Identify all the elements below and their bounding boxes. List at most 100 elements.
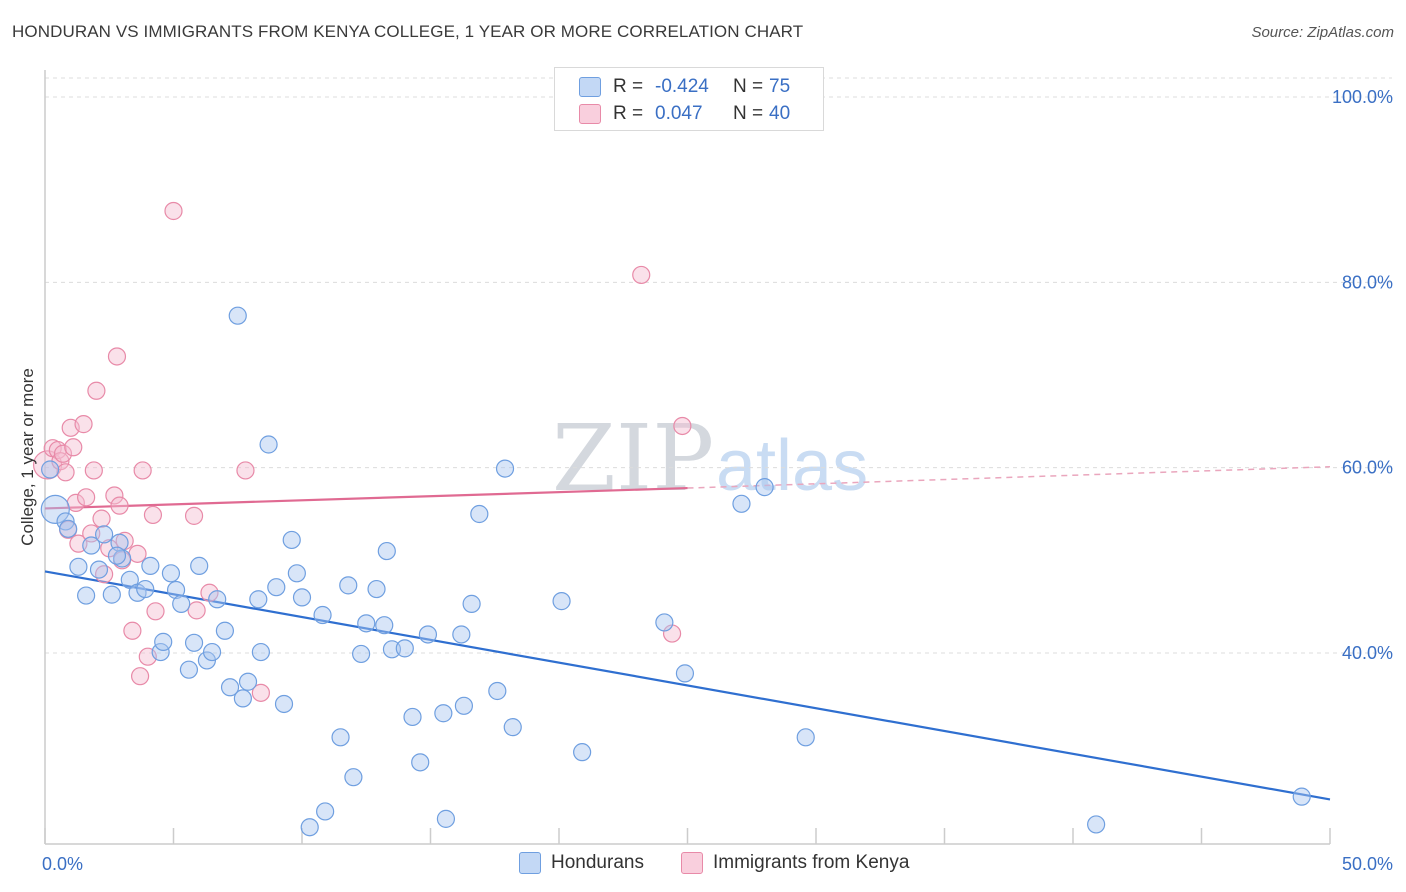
point-hondurans xyxy=(316,802,335,821)
point-kenya xyxy=(77,488,96,507)
point-kenya xyxy=(128,544,147,563)
point-hondurans xyxy=(238,672,258,691)
legend-item-hondurans[interactable]: Hondurans xyxy=(519,852,644,874)
axis-labels: 40.0% 60.0% 80.0% 100.0% 0.0% 50.0% College, 1… xyxy=(18,87,1393,874)
x-tick-label-min: 0.0% xyxy=(42,854,83,874)
point-kenya xyxy=(107,347,127,366)
point-hondurans xyxy=(215,621,234,640)
point-hondurans xyxy=(184,633,204,652)
point-hondurans xyxy=(41,460,60,479)
watermark: ZIP atlas xyxy=(552,405,868,512)
legend-label-kenya: Immigrants from Kenya xyxy=(713,852,910,873)
point-hondurans xyxy=(141,556,160,575)
legend-label-hondurans: Hondurans xyxy=(551,852,644,873)
trendlines xyxy=(44,465,1331,801)
point-hondurans xyxy=(436,809,456,828)
point-hondurans xyxy=(300,818,319,837)
chart-title: HONDURAN VS IMMIGRANTS FROM KENYA COLLEG… xyxy=(12,22,804,41)
legend-n-value: 40 xyxy=(769,103,791,124)
point-hondurans xyxy=(136,579,155,599)
point-hondurans xyxy=(411,753,430,772)
trendline-kenya xyxy=(44,486,688,510)
point-hondurans xyxy=(313,605,332,625)
point-hondurans xyxy=(503,718,522,737)
point-kenya xyxy=(187,601,206,620)
point-hondurans xyxy=(357,614,376,633)
point-hondurans xyxy=(732,494,751,513)
point-kenya xyxy=(184,506,204,525)
legend-swatch-hondurans xyxy=(519,852,541,874)
point-hondurans xyxy=(69,557,88,576)
point-hondurans xyxy=(249,590,268,609)
point-hondurans xyxy=(331,728,350,747)
point-hondurans xyxy=(56,512,75,531)
point-hondurans xyxy=(552,592,571,611)
point-hondurans xyxy=(208,590,227,609)
point-hondurans xyxy=(573,743,592,762)
point-hondurans xyxy=(259,435,278,454)
point-hondurans xyxy=(1292,787,1311,806)
legend-r-value: -0.424 xyxy=(655,76,709,97)
trendline-hondurans xyxy=(44,570,1331,801)
gridlines xyxy=(45,77,1392,654)
data-points xyxy=(32,201,1311,837)
axes xyxy=(44,70,1331,845)
legend-item-kenya[interactable]: Immigrants from Kenya xyxy=(681,852,909,874)
point-hondurans xyxy=(166,580,186,600)
point-kenya xyxy=(146,602,165,621)
point-kenya xyxy=(105,486,124,505)
point-hondurans xyxy=(292,588,312,607)
point-hondurans xyxy=(1087,815,1106,834)
point-hondurans xyxy=(377,541,396,561)
point-hondurans xyxy=(395,639,414,658)
legend-row-hondurans: R = -0.424 N = 75 xyxy=(579,74,790,100)
point-hondurans xyxy=(77,586,96,605)
correlation-legend: R = -0.424 N = 75 R = 0.047 N = 40 xyxy=(554,67,824,131)
point-hondurans xyxy=(344,768,363,787)
point-hondurans xyxy=(452,625,471,644)
point-kenya xyxy=(87,381,106,400)
point-hondurans xyxy=(154,632,173,651)
legend-r-value: 0.047 xyxy=(655,103,703,124)
point-hondurans xyxy=(495,459,515,478)
point-hondurans xyxy=(112,549,132,568)
point-hondurans xyxy=(107,546,127,565)
point-hondurans xyxy=(352,644,371,664)
point-hondurans xyxy=(382,640,402,659)
point-hondurans xyxy=(220,678,240,697)
point-hondurans xyxy=(655,613,674,632)
legend-swatch-kenya xyxy=(579,104,601,124)
point-kenya xyxy=(164,201,183,221)
point-kenya xyxy=(130,667,150,686)
point-hondurans xyxy=(796,728,815,747)
point-hondurans xyxy=(755,478,774,497)
point-hondurans xyxy=(102,585,121,604)
point-hondurans xyxy=(454,696,474,715)
point-hondurans xyxy=(488,681,507,701)
legend-r-label: R = xyxy=(613,103,644,124)
point-hondurans xyxy=(287,564,306,583)
point-hondurans xyxy=(675,664,695,683)
trendline-dashed-kenya xyxy=(687,465,1331,489)
legend-r-label: R = xyxy=(613,76,644,97)
watermark-zip: ZIP xyxy=(552,405,714,512)
point-kenya xyxy=(53,444,73,463)
point-kenya xyxy=(673,416,692,436)
y-axis-label: College, 1 year or more xyxy=(18,368,37,546)
y-tick-label: 80.0% xyxy=(1342,272,1393,292)
point-hondurans xyxy=(434,704,453,723)
point-hondurans xyxy=(251,642,270,662)
point-hondurans xyxy=(161,564,181,583)
point-hondurans xyxy=(375,616,394,635)
point-hondurans xyxy=(367,579,386,599)
x-tick-label-max: 50.0% xyxy=(1342,854,1393,874)
point-hondurans xyxy=(274,694,294,714)
point-hondurans xyxy=(418,625,438,644)
legend-swatch-kenya xyxy=(681,852,703,874)
legend-row-kenya: R = 0.047 N = 40 xyxy=(579,101,790,127)
point-hondurans xyxy=(462,594,481,613)
point-hondurans xyxy=(403,707,422,727)
point-kenya xyxy=(133,461,152,480)
point-hondurans xyxy=(267,578,286,597)
